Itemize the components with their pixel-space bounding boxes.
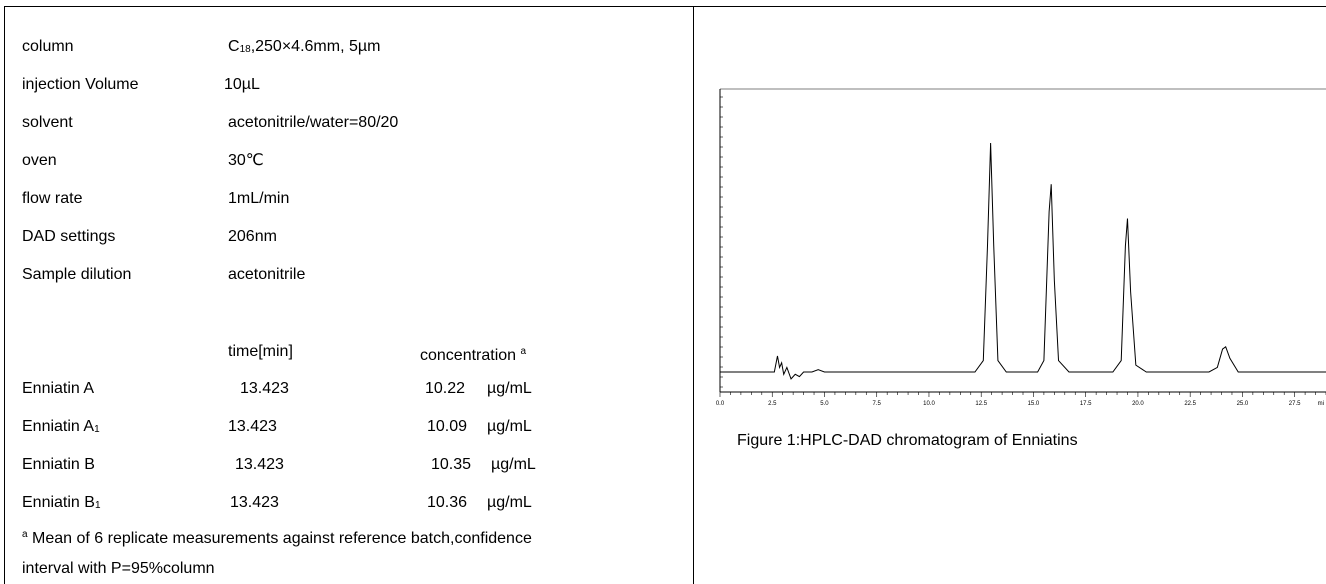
- param-value-sample-dilution: acetonitrile: [228, 266, 306, 283]
- param-value-dad-settings: 206nm: [228, 228, 277, 245]
- table-left-border: [4, 6, 5, 584]
- param-label-oven: oven: [22, 152, 57, 169]
- result-time-enniatin-a: 13.423: [240, 380, 289, 397]
- param-value-column: C18,250×4.6mm, 5µm: [228, 38, 381, 55]
- result-name-enniatin-b1: Enniatin B1: [22, 494, 101, 511]
- x-tick-label: 27.5: [1289, 401, 1301, 407]
- x-tick-label: 0.0: [716, 401, 725, 407]
- result-name-enniatin-a: Enniatin A: [22, 380, 95, 397]
- result-time-enniatin-b1: 13.423: [230, 494, 279, 511]
- results-header-time: time[min]: [228, 343, 293, 360]
- table-column-divider: [693, 6, 694, 584]
- x-tick-label: 17.5: [1080, 401, 1092, 407]
- param-value-oven: 30℃: [228, 152, 264, 169]
- result-unit-enniatin-a1: µg/mL: [487, 418, 532, 435]
- x-tick-label: 12.5: [975, 401, 987, 407]
- result-conc-enniatin-b: 10.35: [431, 456, 472, 473]
- param-label-column: column: [22, 38, 74, 55]
- figure-caption: Figure 1:HPLC-DAD chromatogram of Enniat…: [737, 432, 1078, 449]
- chromatogram-trace: [720, 142, 1326, 380]
- x-tick-label: 5.0: [820, 401, 829, 407]
- footnote-line-2: interval with P=95%column: [22, 560, 215, 577]
- table-top-border: [4, 6, 1326, 7]
- param-label-sample-dilution: Sample dilution: [22, 266, 132, 283]
- result-time-enniatin-b: 13.423: [235, 456, 284, 473]
- result-name-enniatin-b: Enniatin B: [22, 456, 95, 473]
- results-header-concentration: concentration a: [420, 346, 527, 364]
- result-conc-enniatin-b1: 10.36: [427, 494, 468, 511]
- result-unit-enniatin-a: µg/mL: [487, 380, 532, 397]
- result-unit-enniatin-b: µg/mL: [491, 456, 536, 473]
- chart-ticks: [719, 96, 1326, 397]
- param-value-injection-volume: 10µL: [224, 76, 260, 93]
- param-label-solvent: solvent: [22, 114, 73, 131]
- x-tick-label: 10.0: [923, 401, 935, 407]
- footnote-line-1: a Mean of 6 replicate measurements again…: [22, 529, 532, 547]
- param-label-flow-rate: flow rate: [22, 190, 83, 207]
- x-tick-label: 25.0: [1237, 401, 1249, 407]
- result-conc-enniatin-a: 10.22: [425, 380, 466, 397]
- x-tick-label: 7.5: [873, 401, 882, 407]
- param-label-injection-volume: injection Volume: [22, 76, 139, 93]
- result-conc-enniatin-a1: 10.09: [427, 418, 468, 435]
- chart-x-tick-labels: 0.0 2.5 5.0 7.5 10.0 12.5 15.0 17.5 20.0 22.5 25.0…: [716, 401, 1324, 407]
- x-tick-label: 15.0: [1028, 401, 1040, 407]
- x-tick-label: 2.5: [768, 401, 777, 407]
- x-tick-label: 20.0: [1132, 401, 1144, 407]
- chart-axes: [719, 88, 1326, 393]
- param-value-flow-rate: 1mL/min: [228, 190, 290, 207]
- x-tick-label: 22.5: [1184, 401, 1196, 407]
- param-label-dad-settings: DAD settings: [22, 228, 116, 245]
- result-time-enniatin-a1: 13.423: [228, 418, 277, 435]
- result-unit-enniatin-b1: µg/mL: [487, 494, 532, 511]
- chromatogram-chart: 0.0 2.5 5.0 7.5 10.0 12.5 15.0 17.5 20.0 22.5 25.0…: [716, 88, 1326, 407]
- x-unit-label: mi: [1318, 401, 1324, 407]
- param-value-solvent: acetonitrile/water=80/20: [228, 114, 399, 131]
- result-name-enniatin-a1: Enniatin A1: [22, 418, 100, 435]
